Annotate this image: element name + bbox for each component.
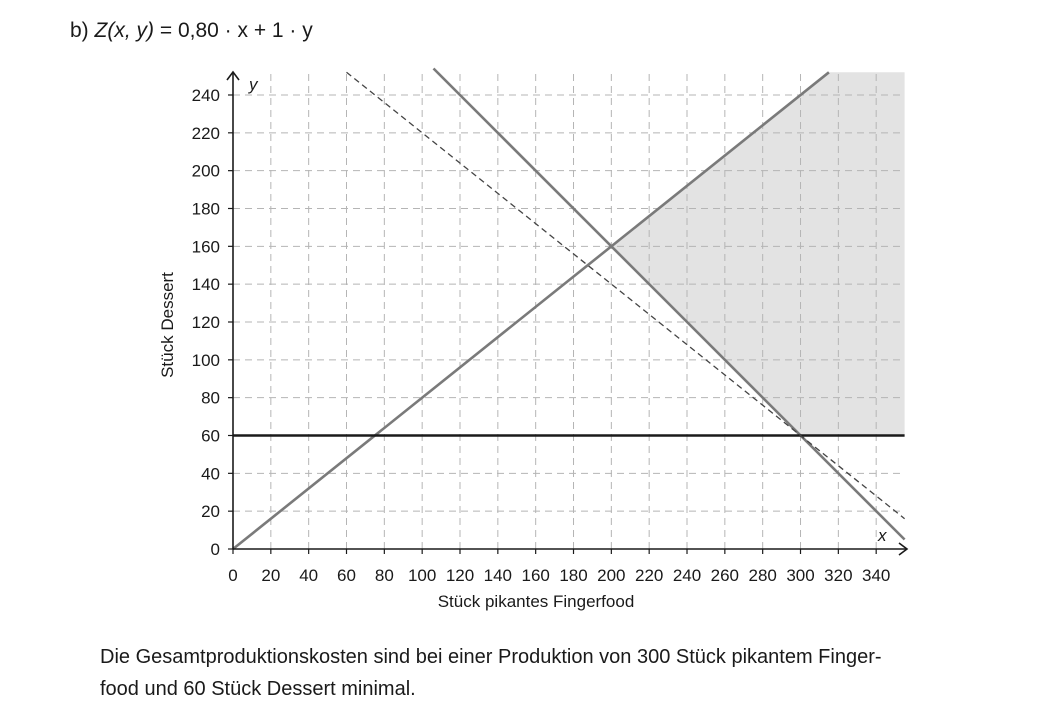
feasible-region-layer bbox=[611, 72, 905, 436]
y-tick-label: 240 bbox=[192, 86, 220, 105]
x-axis-title: Stück pikantes Fingerfood bbox=[438, 592, 635, 611]
conclusion-line-1: Die Gesamtproduktionskosten sind bei ein… bbox=[100, 646, 882, 668]
y-tick-label: 180 bbox=[192, 199, 220, 218]
y-axis-arrow-icon bbox=[226, 70, 240, 81]
y-tick-label: 40 bbox=[201, 464, 220, 483]
x-tick-label: 280 bbox=[748, 566, 776, 585]
y-tick-label: 220 bbox=[192, 124, 220, 143]
task-letter: b) bbox=[70, 19, 89, 42]
x-axis-variable: x bbox=[877, 526, 887, 545]
function-name: Z(x, y) bbox=[94, 19, 155, 42]
x-tick-label: 240 bbox=[673, 566, 701, 585]
feasible-region bbox=[611, 72, 905, 436]
y-axis-title: Stück Dessert bbox=[158, 272, 177, 378]
x-tick-label: 180 bbox=[559, 566, 587, 585]
y-axis-variable: y bbox=[248, 75, 259, 94]
equals-sign: = bbox=[154, 19, 178, 42]
y-tick-label: 100 bbox=[192, 351, 220, 370]
y-tick-label: 60 bbox=[201, 426, 220, 445]
x-tick-label: 340 bbox=[862, 566, 890, 585]
x-tick-label: 100 bbox=[408, 566, 436, 585]
y-tick-label: 0 bbox=[211, 540, 220, 559]
x-tick-label: 40 bbox=[299, 566, 318, 585]
x-tick-label: 0 bbox=[228, 566, 237, 585]
tick-labels-layer: 0 20 40 60 80 100 120 140 160 180 200 220 240 260 280 3… bbox=[192, 86, 891, 585]
function-expression: 0,80 · x + 1 · y bbox=[177, 19, 313, 42]
x-tick-label: 220 bbox=[635, 566, 663, 585]
x-tick-label: 160 bbox=[521, 566, 549, 585]
x-tick-label: 60 bbox=[337, 566, 356, 585]
line-target-function-level-line bbox=[346, 71, 906, 520]
x-axis-arrow-icon bbox=[898, 542, 909, 556]
conclusion-line-2: food und 60 Stück Dessert minimal. bbox=[100, 678, 416, 700]
x-tick-label: 260 bbox=[711, 566, 739, 585]
axes-layer bbox=[226, 70, 909, 556]
task-label: b) Z(x, y) = 0,80 · x + 1 · y bbox=[70, 17, 313, 45]
constraint-lines-layer bbox=[232, 67, 906, 551]
x-tick-label: 300 bbox=[786, 566, 814, 585]
x-tick-label: 80 bbox=[375, 566, 394, 585]
line-constraint-x-plus-y-equals-360 bbox=[432, 67, 906, 541]
y-tick-label: 200 bbox=[192, 162, 220, 181]
y-tick-label: 120 bbox=[192, 313, 220, 332]
y-tick-label: 160 bbox=[192, 237, 220, 256]
x-tick-label: 200 bbox=[597, 566, 625, 585]
conclusion-text: Die Gesamtproduktionskosten sind bei ein… bbox=[100, 641, 1000, 705]
linear-optimization-chart: 0 20 40 60 80 100 120 140 160 180 200 220 240 260 280 3… bbox=[158, 67, 909, 611]
x-tick-label: 140 bbox=[484, 566, 512, 585]
y-tick-label: 140 bbox=[192, 275, 220, 294]
y-tick-label: 80 bbox=[201, 389, 220, 408]
x-tick-label: 20 bbox=[261, 566, 280, 585]
y-tick-label: 20 bbox=[201, 502, 220, 521]
x-tick-label: 320 bbox=[824, 566, 852, 585]
line-constraint-y-equals-0.8x bbox=[232, 71, 830, 551]
x-tick-label: 120 bbox=[446, 566, 474, 585]
